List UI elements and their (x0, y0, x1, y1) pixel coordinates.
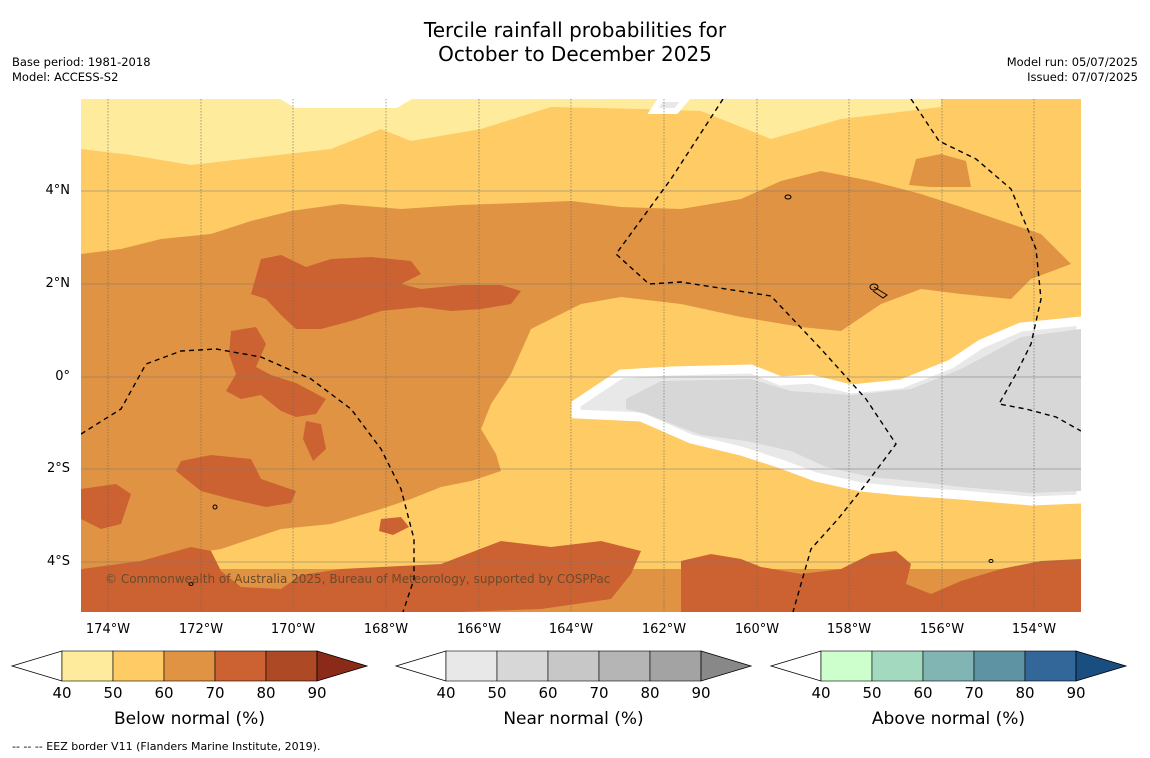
colorbar-segment (820, 650, 873, 682)
lat-label-4s: 4°S (46, 554, 70, 569)
colorbar-extend-low (769, 650, 822, 682)
region-near-north-1 (280, 99, 412, 108)
region-below-70-80-small (303, 421, 326, 461)
colorbar-extend-low (10, 650, 63, 682)
colorbar-tick-label: 60 (913, 684, 933, 702)
region-below-70-80-far-w (81, 484, 131, 529)
lon-label-168w: 168°W (363, 622, 409, 637)
colorbar-title-below: Below normal (%) (114, 709, 265, 729)
lon-label-162w: 162°W (641, 622, 687, 637)
lon-label-154w: 154°W (1011, 622, 1057, 637)
colorbar-extend-high (1075, 650, 1128, 682)
colorbar-segment (547, 650, 600, 682)
colorbar-tick-label: 90 (691, 684, 711, 702)
colorbar-tick-label: 80 (256, 684, 276, 702)
region-below-70-80-mid (379, 517, 409, 535)
colorbar-extend-low (394, 650, 447, 682)
region-below-70-80-sw (176, 455, 296, 507)
eez-footnote: -- -- -- EEZ border V11 (Flanders Marine… (12, 740, 321, 753)
base-period: Base period: 1981-2018 (12, 55, 151, 69)
colorbar-segment (214, 650, 267, 682)
meridian-lines (107, 99, 1035, 612)
colorbar-segment (871, 650, 924, 682)
lon-label-174w: 174°W (85, 622, 131, 637)
model-run: Model run: 05/07/2025 (1006, 55, 1138, 69)
lat-label-2n: 2°N (45, 276, 71, 291)
colorbar-above-normal (769, 650, 1128, 682)
region-below-60-70-ne (909, 154, 971, 187)
colorbar-tick-label: 50 (487, 684, 507, 702)
parallel-lines (81, 190, 1081, 563)
lon-label-166w: 166°W (456, 622, 502, 637)
colorbar-segment (649, 650, 702, 682)
colorbar-segment (922, 650, 975, 682)
colorbar-segment (163, 650, 216, 682)
colorbar-tick-label: 90 (307, 684, 327, 702)
lon-label-158w: 158°W (826, 622, 872, 637)
lon-label-170w: 170°W (270, 622, 316, 637)
colorbar-tick-label: 40 (436, 684, 456, 702)
colorbar-tick-label: 50 (103, 684, 123, 702)
model-name: Model: ACCESS-S2 (12, 70, 119, 84)
region-below-70-80-se (681, 551, 1081, 612)
colorbar-tick-label: 60 (538, 684, 558, 702)
colorbar-below-normal (10, 650, 369, 682)
colorbar-tick-label: 70 (589, 684, 609, 702)
colorbar-tick-label: 50 (862, 684, 882, 702)
colorbar-tick-label: 60 (154, 684, 174, 702)
lat-label-0: 0° (55, 369, 70, 384)
meta-left: Base period: 1981-2018 Model: ACCESS-S2 (12, 55, 151, 85)
colorbar-near-normal (394, 650, 753, 682)
colorbar-segment (112, 650, 165, 682)
lon-label-156w: 156°W (919, 622, 965, 637)
lon-label-160w: 160°W (734, 622, 780, 637)
colorbar-tick-label: 70 (964, 684, 984, 702)
colorbar-tick-label: 90 (1066, 684, 1086, 702)
region-near-north-2 (647, 99, 690, 114)
colorbar-segment (973, 650, 1026, 682)
colorbar-title-above: Above normal (%) (871, 709, 1026, 729)
colorbar-segment (1024, 650, 1077, 682)
colorbar-segment (61, 650, 114, 682)
island-outlines (188, 194, 994, 586)
region-below-70-80-w (226, 327, 326, 417)
region-near-50-60 (626, 329, 1081, 493)
colorbar-tick-label: 80 (640, 684, 660, 702)
title-line-1: Tercile rainfall probabilities for (423, 18, 727, 42)
colorbar-segment (496, 650, 549, 682)
colorbar-segment (265, 650, 318, 682)
eez-borders (81, 99, 1081, 612)
colorbar-tick-label: 40 (52, 684, 72, 702)
colorbar-extend-high (700, 650, 753, 682)
title-line-2: October to December 2025 (438, 42, 712, 66)
lat-label-2s: 2°S (46, 461, 70, 476)
colorbar-extend-high (316, 650, 369, 682)
colorbar-tick-label: 80 (1015, 684, 1035, 702)
lon-label-172w: 172°W (178, 622, 224, 637)
colorbars (10, 650, 1128, 682)
colorbar-title-near: Near normal (%) (503, 709, 644, 729)
lat-label-4n: 4°N (45, 183, 71, 198)
colorbar-segment (598, 650, 651, 682)
copyright-notice: © Commonwealth of Australia 2025, Bureau… (105, 572, 611, 586)
lon-label-164w: 164°W (548, 622, 594, 637)
meta-right: Model run: 05/07/2025 Issued: 07/07/2025 (1007, 55, 1138, 85)
colorbar-segment (445, 650, 498, 682)
colorbar-tick-label: 40 (811, 684, 831, 702)
region-below-40-50-north (81, 99, 941, 165)
rainfall-map (81, 99, 1081, 612)
map-title: Tercile rainfall probabilities for Octob… (0, 18, 1150, 66)
region-below-70-80-south (81, 541, 641, 612)
colorbar-tick-label: 70 (205, 684, 225, 702)
issued-date: Issued: 07/07/2025 (1027, 70, 1138, 84)
